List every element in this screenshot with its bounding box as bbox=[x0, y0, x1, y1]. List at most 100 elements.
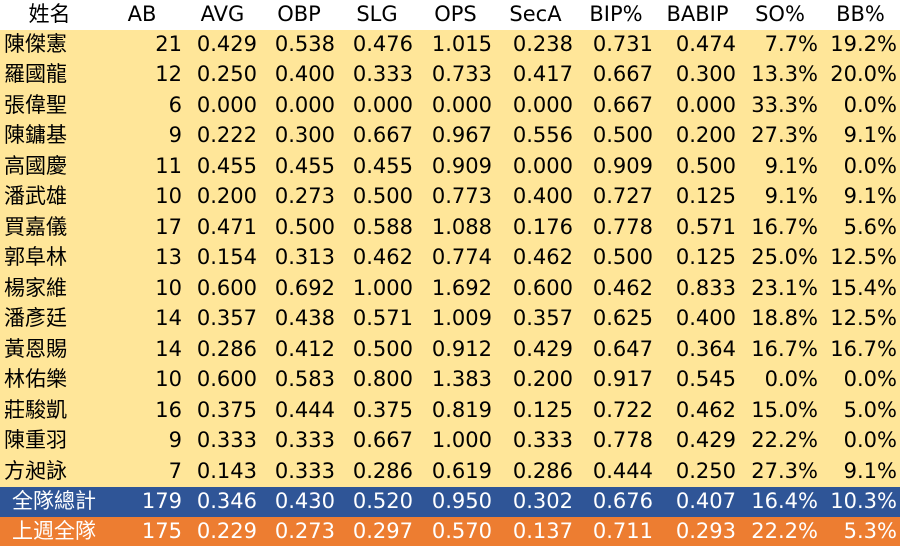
stat-cell: 0.917 bbox=[576, 365, 656, 396]
stat-cell: 20.0% bbox=[821, 60, 900, 91]
column-header: OPS bbox=[416, 0, 495, 30]
summary-stat-cell: 10.3% bbox=[821, 487, 900, 517]
summary-stat-cell: 0.273 bbox=[260, 517, 338, 546]
stat-cell: 5.6% bbox=[821, 212, 900, 243]
stat-cell: 0.500 bbox=[656, 151, 739, 182]
stat-cell: 0.333 bbox=[185, 426, 260, 457]
player-name-cell: 陳傑憲 bbox=[0, 30, 99, 60]
stat-cell: 0.909 bbox=[576, 151, 656, 182]
summary-stat-cell: 179 bbox=[99, 487, 185, 517]
stat-cell: 9 bbox=[99, 121, 185, 152]
summary-stat-cell: 0.676 bbox=[576, 487, 656, 517]
stat-cell: 16.7% bbox=[739, 334, 821, 365]
stat-cell: 0.0% bbox=[821, 365, 900, 396]
stat-cell: 0.429 bbox=[185, 30, 260, 60]
stat-cell: 0.333 bbox=[338, 60, 416, 91]
stat-cell: 0.727 bbox=[576, 182, 656, 213]
stat-cell: 1.000 bbox=[416, 426, 495, 457]
stat-cell: 0.176 bbox=[495, 212, 576, 243]
stat-cell: 0.444 bbox=[576, 456, 656, 487]
stat-cell: 0.692 bbox=[260, 273, 338, 304]
stat-cell: 1.015 bbox=[416, 30, 495, 60]
stat-cell: 0.667 bbox=[338, 426, 416, 457]
stat-cell: 0.667 bbox=[338, 121, 416, 152]
stat-cell: 0.429 bbox=[656, 426, 739, 457]
stat-cell: 0.333 bbox=[495, 426, 576, 457]
stat-cell: 0.364 bbox=[656, 334, 739, 365]
player-name-cell: 羅國龍 bbox=[0, 60, 99, 91]
stat-cell: 0.455 bbox=[338, 151, 416, 182]
stat-cell: 0.250 bbox=[656, 456, 739, 487]
stat-cell: 0.250 bbox=[185, 60, 260, 91]
stat-cell: 0.238 bbox=[495, 30, 576, 60]
stat-cell: 0.000 bbox=[495, 90, 576, 121]
stat-cell: 6 bbox=[99, 90, 185, 121]
stat-cell: 0.375 bbox=[338, 395, 416, 426]
player-name-cell: 高國慶 bbox=[0, 151, 99, 182]
stat-cell: 18.8% bbox=[739, 304, 821, 335]
stat-cell: 0.462 bbox=[495, 243, 576, 274]
summary-stat-cell: 0.297 bbox=[338, 517, 416, 546]
stat-cell: 0.455 bbox=[185, 151, 260, 182]
stat-cell: 10 bbox=[99, 365, 185, 396]
stat-cell: 0.333 bbox=[260, 426, 338, 457]
stat-cell: 0.909 bbox=[416, 151, 495, 182]
stat-cell: 0.286 bbox=[185, 334, 260, 365]
stat-cell: 27.3% bbox=[739, 121, 821, 152]
stat-cell: 0.667 bbox=[576, 60, 656, 91]
stat-cell: 0.722 bbox=[576, 395, 656, 426]
stat-cell: 0.778 bbox=[576, 426, 656, 457]
column-header: AVG bbox=[185, 0, 260, 30]
stat-cell: 0.000 bbox=[338, 90, 416, 121]
column-header: BABIP bbox=[656, 0, 739, 30]
stat-cell: 0.600 bbox=[495, 273, 576, 304]
stat-cell: 9.1% bbox=[821, 182, 900, 213]
stat-cell: 0.333 bbox=[260, 456, 338, 487]
player-name-cell: 郭阜林 bbox=[0, 243, 99, 274]
stat-cell: 0.778 bbox=[576, 212, 656, 243]
stat-cell: 0.462 bbox=[576, 273, 656, 304]
stat-cell: 0.000 bbox=[260, 90, 338, 121]
stat-cell: 0.143 bbox=[185, 456, 260, 487]
stat-cell: 0.300 bbox=[656, 60, 739, 91]
stat-cell: 7.7% bbox=[739, 30, 821, 60]
summary-stat-cell: 0.711 bbox=[576, 517, 656, 546]
stat-cell: 23.1% bbox=[739, 273, 821, 304]
stat-cell: 0.444 bbox=[260, 395, 338, 426]
stat-cell: 14 bbox=[99, 334, 185, 365]
summary-stat-cell: 0.346 bbox=[185, 487, 260, 517]
stat-cell: 0.400 bbox=[495, 182, 576, 213]
summary-stat-cell: 0.302 bbox=[495, 487, 576, 517]
stat-cell: 14 bbox=[99, 304, 185, 335]
stat-cell: 0.600 bbox=[185, 365, 260, 396]
stat-cell: 0.474 bbox=[656, 30, 739, 60]
stat-cell: 0.571 bbox=[338, 304, 416, 335]
stat-cell: 0.0% bbox=[739, 365, 821, 396]
stat-cell: 0.462 bbox=[338, 243, 416, 274]
stat-cell: 0.588 bbox=[338, 212, 416, 243]
column-header: SecA bbox=[495, 0, 576, 30]
stat-cell: 10 bbox=[99, 182, 185, 213]
stat-cell: 0.500 bbox=[338, 334, 416, 365]
stat-cell: 5.0% bbox=[821, 395, 900, 426]
stat-cell: 0.125 bbox=[656, 243, 739, 274]
stat-cell: 0.400 bbox=[260, 60, 338, 91]
stat-cell: 0.833 bbox=[656, 273, 739, 304]
summary-stat-cell: 0.293 bbox=[656, 517, 739, 546]
stat-cell: 15.4% bbox=[821, 273, 900, 304]
stat-cell: 22.2% bbox=[739, 426, 821, 457]
stat-cell: 9.1% bbox=[821, 456, 900, 487]
column-header: BIP% bbox=[576, 0, 656, 30]
